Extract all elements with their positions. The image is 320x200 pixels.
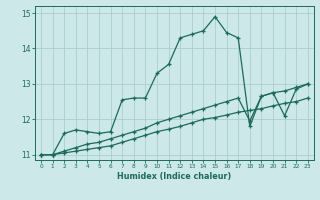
X-axis label: Humidex (Indice chaleur): Humidex (Indice chaleur) [117,172,232,181]
